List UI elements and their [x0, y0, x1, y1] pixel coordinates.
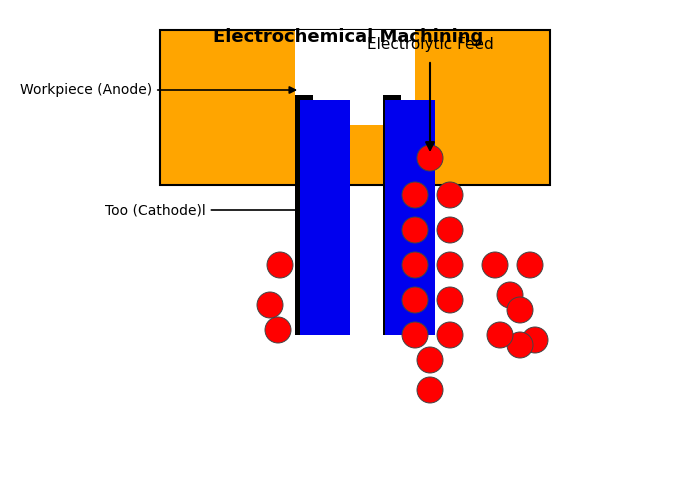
Circle shape	[417, 145, 443, 171]
Bar	[383, 95, 401, 335]
Bar	[300, 100, 350, 335]
Circle shape	[402, 322, 428, 348]
Circle shape	[267, 252, 293, 278]
Circle shape	[257, 292, 283, 318]
Circle shape	[402, 252, 428, 278]
Circle shape	[497, 282, 523, 308]
Circle shape	[507, 297, 533, 323]
Text: Workpiece (Anode): Workpiece (Anode)	[20, 83, 295, 97]
Circle shape	[402, 287, 428, 313]
Circle shape	[487, 322, 513, 348]
Text: Electrochemical Machining: Electrochemical Machining	[213, 28, 483, 46]
Circle shape	[482, 252, 508, 278]
Circle shape	[517, 252, 543, 278]
Circle shape	[437, 182, 463, 208]
Circle shape	[402, 217, 428, 243]
Bar	[295, 95, 313, 335]
Bar	[385, 100, 435, 335]
Text: Too (Cathode)l: Too (Cathode)l	[105, 203, 306, 217]
Circle shape	[522, 327, 548, 353]
Circle shape	[417, 377, 443, 403]
Circle shape	[437, 287, 463, 313]
Bar	[295, 30, 415, 125]
Text: Electrolytic Feed: Electrolytic Feed	[367, 37, 493, 52]
Circle shape	[437, 252, 463, 278]
Circle shape	[265, 317, 291, 343]
Circle shape	[417, 347, 443, 373]
Circle shape	[437, 217, 463, 243]
Circle shape	[402, 182, 428, 208]
Circle shape	[507, 332, 533, 358]
Circle shape	[437, 322, 463, 348]
Bar	[160, 30, 550, 185]
